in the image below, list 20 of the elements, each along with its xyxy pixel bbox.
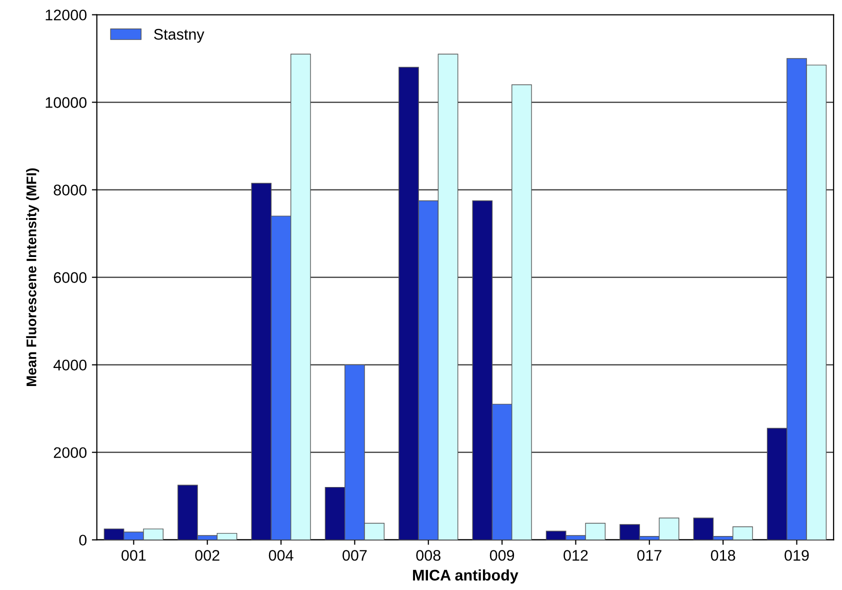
x-tick-label: 019 bbox=[784, 550, 809, 561]
y-tick-label: 12000 bbox=[46, 10, 87, 20]
y-tick-label: 8000 bbox=[54, 184, 87, 196]
x-tick-label: 009 bbox=[490, 550, 514, 561]
y-axis-title: Mean Fluorescene Intensity (MFI) bbox=[26, 168, 40, 386]
x-tick-label: 017 bbox=[637, 550, 662, 561]
y-tick-label: 0 bbox=[79, 534, 87, 546]
y-tick-label: 10000 bbox=[46, 97, 87, 108]
x-tick-label: 008 bbox=[416, 550, 440, 561]
y-tick-label: 4000 bbox=[53, 360, 87, 371]
legend-label: Stastny bbox=[154, 28, 204, 43]
x-axis-title: MICA antibody bbox=[413, 569, 518, 584]
x-tick-label: 004 bbox=[268, 550, 294, 561]
x-tick-label: 002 bbox=[195, 550, 220, 561]
x-tick-label: 012 bbox=[564, 550, 588, 561]
y-tick-label: 6000 bbox=[54, 272, 87, 283]
x-tick-label: 001 bbox=[122, 550, 146, 561]
x-tick-label: 007 bbox=[342, 550, 367, 561]
y-tick-label: 2000 bbox=[54, 447, 87, 458]
x-tick-label: 018 bbox=[710, 550, 736, 561]
